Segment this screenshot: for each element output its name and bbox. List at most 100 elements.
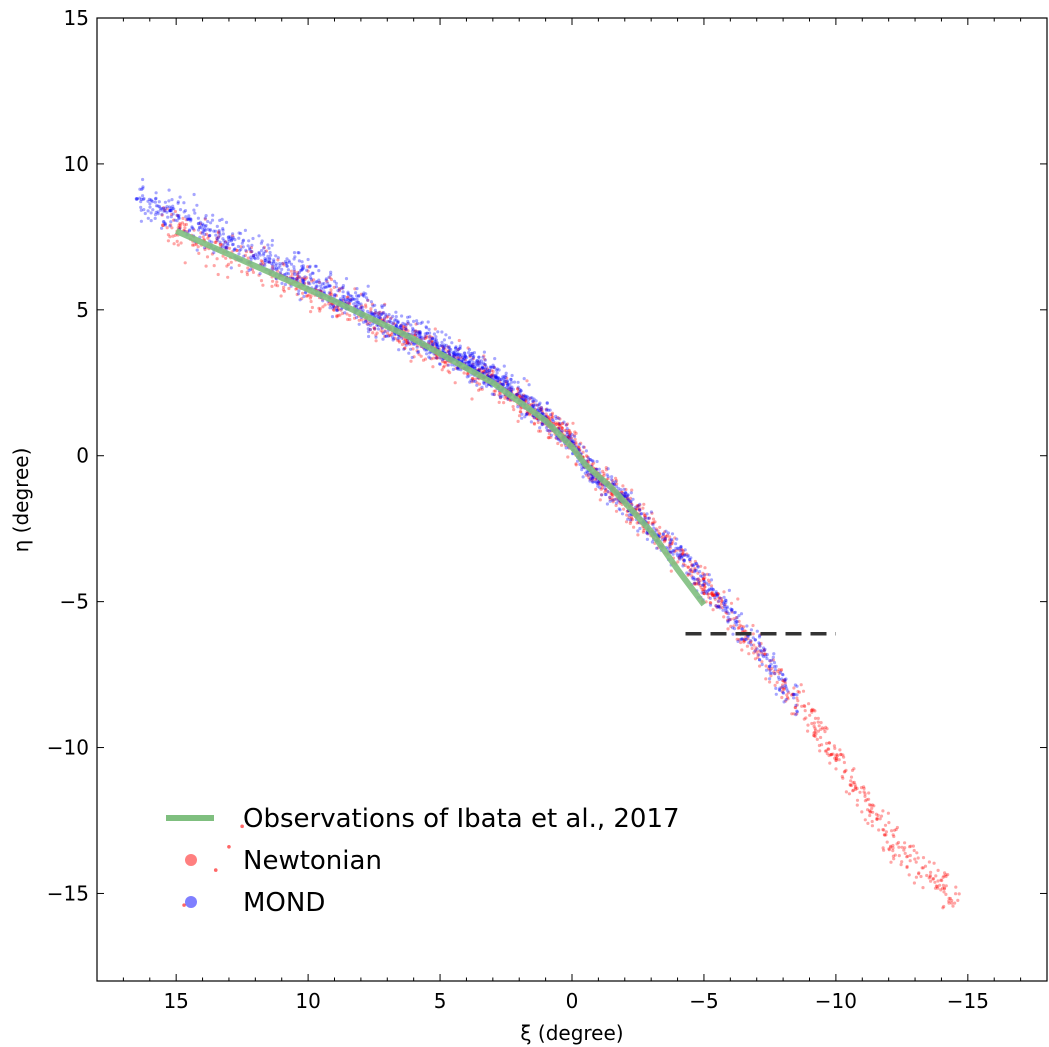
data-point (812, 731, 816, 735)
data-point (259, 249, 264, 253)
data-point (259, 241, 263, 245)
data-point (905, 855, 909, 859)
data-point (717, 596, 722, 600)
data-point (604, 466, 608, 470)
data-point (763, 652, 767, 656)
data-point (894, 827, 898, 832)
data-point (341, 284, 345, 288)
data-point (194, 242, 198, 247)
data-point (418, 332, 422, 336)
data-point (780, 695, 784, 700)
data-point (612, 498, 616, 502)
data-point (724, 610, 728, 615)
data-point (686, 565, 690, 569)
data-point (556, 441, 560, 446)
data-point (581, 445, 586, 449)
data-point (251, 270, 256, 274)
data-point (671, 552, 675, 556)
data-point (492, 366, 496, 370)
data-point (394, 315, 398, 319)
data-point (855, 786, 859, 791)
data-point (465, 372, 469, 376)
data-point (203, 247, 207, 252)
data-point (870, 819, 874, 824)
data-point (482, 354, 486, 358)
data-point (454, 352, 458, 356)
data-point (718, 605, 722, 609)
data-point (860, 810, 864, 814)
data-point (867, 797, 871, 801)
data-point (733, 621, 737, 625)
data-point (208, 239, 212, 243)
data-point (647, 516, 651, 520)
data-point (285, 261, 289, 265)
data-point (711, 587, 715, 592)
data-point (647, 520, 651, 525)
data-point (865, 798, 869, 802)
data-point (792, 686, 796, 690)
data-point (317, 269, 321, 273)
data-point (777, 672, 781, 676)
x-axis-label: ξ (degree) (520, 1021, 623, 1045)
data-point (342, 294, 346, 299)
data-point (182, 210, 186, 214)
data-point (848, 783, 853, 787)
data-point (854, 785, 858, 789)
data-point (175, 239, 179, 243)
data-point (486, 373, 490, 377)
data-point (526, 395, 530, 399)
data-point (774, 692, 778, 696)
data-point (456, 352, 460, 356)
data-point (701, 589, 705, 594)
data-point (376, 327, 380, 331)
data-point (359, 302, 363, 306)
data-point (149, 219, 153, 223)
data-point (192, 228, 196, 232)
data-point (440, 358, 444, 362)
data-point (232, 247, 236, 251)
data-point (210, 252, 214, 256)
data-point (803, 704, 807, 709)
data-point (934, 884, 939, 888)
data-point (443, 347, 447, 351)
data-point (777, 668, 781, 672)
data-point (391, 322, 395, 326)
data-point (208, 234, 212, 238)
data-point (308, 296, 312, 300)
data-point (419, 354, 423, 358)
data-point (596, 484, 600, 488)
data-point (417, 331, 421, 335)
data-point (621, 484, 625, 488)
data-layer (134, 177, 961, 910)
data-point (227, 237, 231, 241)
data-point (710, 586, 714, 590)
data-point (479, 361, 483, 366)
data-point (823, 730, 827, 734)
data-point (289, 269, 293, 273)
data-point (782, 679, 787, 684)
data-point (410, 329, 414, 333)
data-point (591, 480, 595, 484)
data-point (546, 415, 550, 419)
data-point (341, 297, 345, 301)
data-point (693, 570, 697, 574)
data-point (285, 257, 289, 261)
data-point (597, 480, 601, 484)
data-point (786, 697, 790, 701)
data-point (764, 654, 768, 658)
data-point (942, 886, 947, 890)
data-point (373, 326, 377, 330)
data-point (853, 786, 857, 790)
data-point (762, 649, 766, 653)
data-point (329, 277, 334, 282)
data-point (303, 275, 307, 279)
data-point (882, 828, 886, 832)
data-point (392, 337, 396, 341)
data-point (325, 279, 329, 283)
data-point (483, 369, 487, 374)
data-point (483, 370, 487, 374)
data-point (740, 624, 744, 628)
data-point (499, 377, 503, 382)
data-point (449, 348, 453, 352)
